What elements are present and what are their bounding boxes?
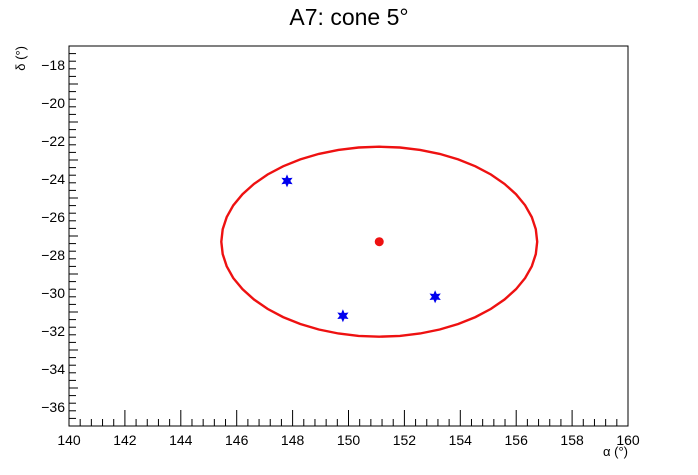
x-tick-label: 154 bbox=[449, 432, 473, 448]
y-tick-label: −32 bbox=[41, 323, 65, 339]
y-axis-ticks bbox=[69, 45, 78, 427]
y-tick-label: −24 bbox=[41, 171, 65, 187]
data-points bbox=[281, 174, 441, 323]
y-tick-label: −28 bbox=[41, 247, 65, 263]
star-point bbox=[281, 174, 293, 188]
x-tick-label: 158 bbox=[560, 432, 584, 448]
x-tick-label: 142 bbox=[113, 432, 137, 448]
x-tick-label: 156 bbox=[505, 432, 529, 448]
x-tick-label: 144 bbox=[169, 432, 193, 448]
chart-title: A7: cone 5° bbox=[289, 4, 408, 30]
y-axis-label: δ (°) bbox=[13, 46, 28, 71]
y-tick-label: −22 bbox=[41, 133, 65, 149]
x-tick-labels: 140 142 144 146 148 150 152 154 156 158 160 bbox=[57, 432, 640, 448]
y-tick-label: −34 bbox=[41, 361, 65, 377]
star-point bbox=[337, 309, 349, 323]
y-tick-label: −26 bbox=[41, 209, 65, 225]
cone-ellipse bbox=[220, 145, 539, 338]
star-point bbox=[429, 290, 441, 304]
y-tick-label: −36 bbox=[41, 399, 65, 415]
y-tick-label: −30 bbox=[41, 285, 65, 301]
x-tick-label: 148 bbox=[281, 432, 305, 448]
x-tick-label: 140 bbox=[57, 432, 81, 448]
x-tick-label: 146 bbox=[225, 432, 249, 448]
y-tick-label: −20 bbox=[41, 95, 65, 111]
y-tick-labels: −36 −34 −32 −30 −28 −26 −24 −22 −20 −18 bbox=[41, 57, 65, 415]
x-tick-label: 150 bbox=[337, 432, 361, 448]
center-point bbox=[374, 237, 384, 247]
x-tick-label: 152 bbox=[393, 432, 417, 448]
y-tick-label: −18 bbox=[41, 57, 65, 73]
x-axis-ticks bbox=[68, 410, 629, 426]
x-tick-label: 160 bbox=[616, 432, 640, 448]
x-axis-label: α (°) bbox=[603, 444, 628, 459]
